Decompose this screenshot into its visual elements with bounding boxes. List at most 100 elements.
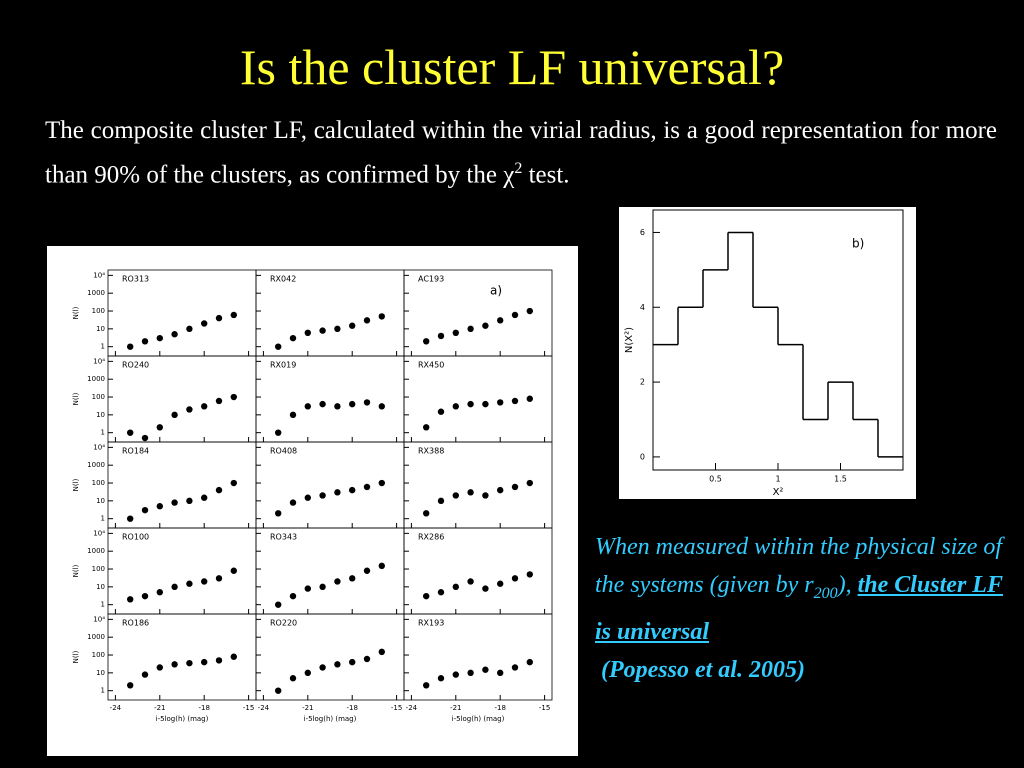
x-tick-label: -18 — [346, 704, 357, 712]
figure-b-background — [619, 207, 916, 499]
data-point — [378, 479, 385, 487]
data-point — [171, 499, 178, 506]
data-point — [363, 317, 371, 324]
panel-frame — [403, 613, 553, 701]
data-point — [201, 403, 208, 410]
data-point — [275, 429, 282, 436]
y-tick-label: 10⁴ — [93, 529, 105, 537]
data-point — [511, 311, 519, 319]
caption-after: ), — [837, 572, 852, 598]
data-point — [304, 403, 311, 410]
data-point — [215, 486, 223, 494]
data-point — [127, 682, 134, 689]
data-point — [141, 671, 149, 678]
caption-text: When measured within the physical size o… — [595, 534, 1003, 598]
panel-name: RX019 — [270, 361, 296, 370]
data-point — [363, 399, 371, 406]
y-axis-label: N(l) — [72, 650, 80, 663]
data-point — [275, 687, 282, 694]
data-point — [349, 575, 356, 582]
data-point — [378, 648, 385, 656]
data-point — [289, 675, 297, 682]
reference: (Popesso et al. 2005) — [601, 656, 805, 683]
data-point — [319, 492, 326, 499]
data-point — [304, 669, 311, 677]
x-tick-label: -21 — [450, 704, 461, 712]
data-point — [304, 329, 311, 337]
data-point — [304, 585, 311, 592]
data-point — [127, 343, 134, 350]
data-point — [482, 322, 489, 329]
data-point — [289, 499, 297, 506]
y-tick-label: 100 — [92, 479, 105, 487]
data-point — [526, 571, 533, 578]
x-axis-label: i-5log(h) (mag) — [156, 715, 209, 723]
data-point — [171, 331, 178, 338]
data-point — [363, 483, 371, 491]
data-point — [156, 424, 163, 431]
y-tick-label: 0 — [640, 452, 645, 461]
panel-name: RO186 — [122, 619, 149, 628]
x-tick-label: -24 — [110, 704, 122, 712]
y-tick-label: 100 — [92, 565, 105, 573]
data-point — [230, 653, 237, 660]
data-point — [304, 494, 311, 501]
y-tick-label: 1000 — [87, 547, 105, 555]
data-point — [171, 661, 178, 668]
data-point — [230, 393, 237, 401]
data-point — [363, 655, 371, 663]
data-point — [319, 583, 326, 591]
data-point — [289, 592, 297, 600]
data-point — [201, 320, 208, 327]
data-point — [215, 314, 223, 322]
data-point — [423, 682, 430, 689]
x-tick-label: -18 — [494, 704, 505, 712]
data-point — [334, 325, 341, 333]
y-axis-label: N(l) — [72, 564, 80, 577]
paragraph-text: The composite cluster LF, calculated wit… — [45, 117, 997, 189]
data-point — [215, 397, 223, 405]
x-tick-label: -15 — [539, 704, 550, 712]
x-tick-label: -18 — [198, 704, 209, 712]
panel-name: RO408 — [270, 447, 297, 456]
data-point — [156, 503, 163, 510]
panel-label: a) — [490, 284, 502, 298]
data-point — [497, 399, 504, 406]
data-point — [482, 585, 489, 592]
data-point — [526, 479, 533, 487]
y-tick-label: 10 — [96, 325, 105, 333]
data-point — [171, 411, 178, 419]
panel-name: RO343 — [270, 533, 297, 542]
data-point — [452, 329, 459, 337]
panel-name: RX193 — [418, 619, 444, 628]
panel-name: AC193 — [418, 275, 444, 284]
data-point — [511, 483, 519, 491]
x-tick-label: -15 — [243, 704, 254, 712]
panel-name: RO220 — [270, 619, 297, 628]
data-point — [467, 578, 474, 585]
data-point — [526, 658, 533, 666]
y-tick-label: 10 — [96, 411, 105, 419]
data-point — [349, 322, 356, 329]
y-tick-label: 10⁴ — [93, 615, 105, 623]
data-point — [423, 510, 430, 517]
y-tick-label: 1 — [101, 343, 105, 351]
data-point — [186, 406, 193, 413]
data-point — [378, 313, 385, 320]
data-point — [467, 325, 474, 333]
data-point — [467, 669, 474, 677]
data-point — [319, 400, 326, 408]
data-point — [526, 395, 533, 402]
data-point — [482, 492, 489, 499]
panel-name: RX042 — [270, 275, 296, 284]
y-tick-label: 10 — [96, 583, 105, 591]
y-tick-label: 4 — [640, 303, 645, 312]
data-point — [437, 589, 445, 596]
data-point — [127, 515, 134, 522]
data-point — [511, 575, 519, 582]
data-point — [289, 411, 297, 419]
y-axis-label: N(l) — [72, 478, 80, 491]
x-tick-label: 1 — [775, 475, 780, 484]
data-point — [452, 671, 459, 678]
